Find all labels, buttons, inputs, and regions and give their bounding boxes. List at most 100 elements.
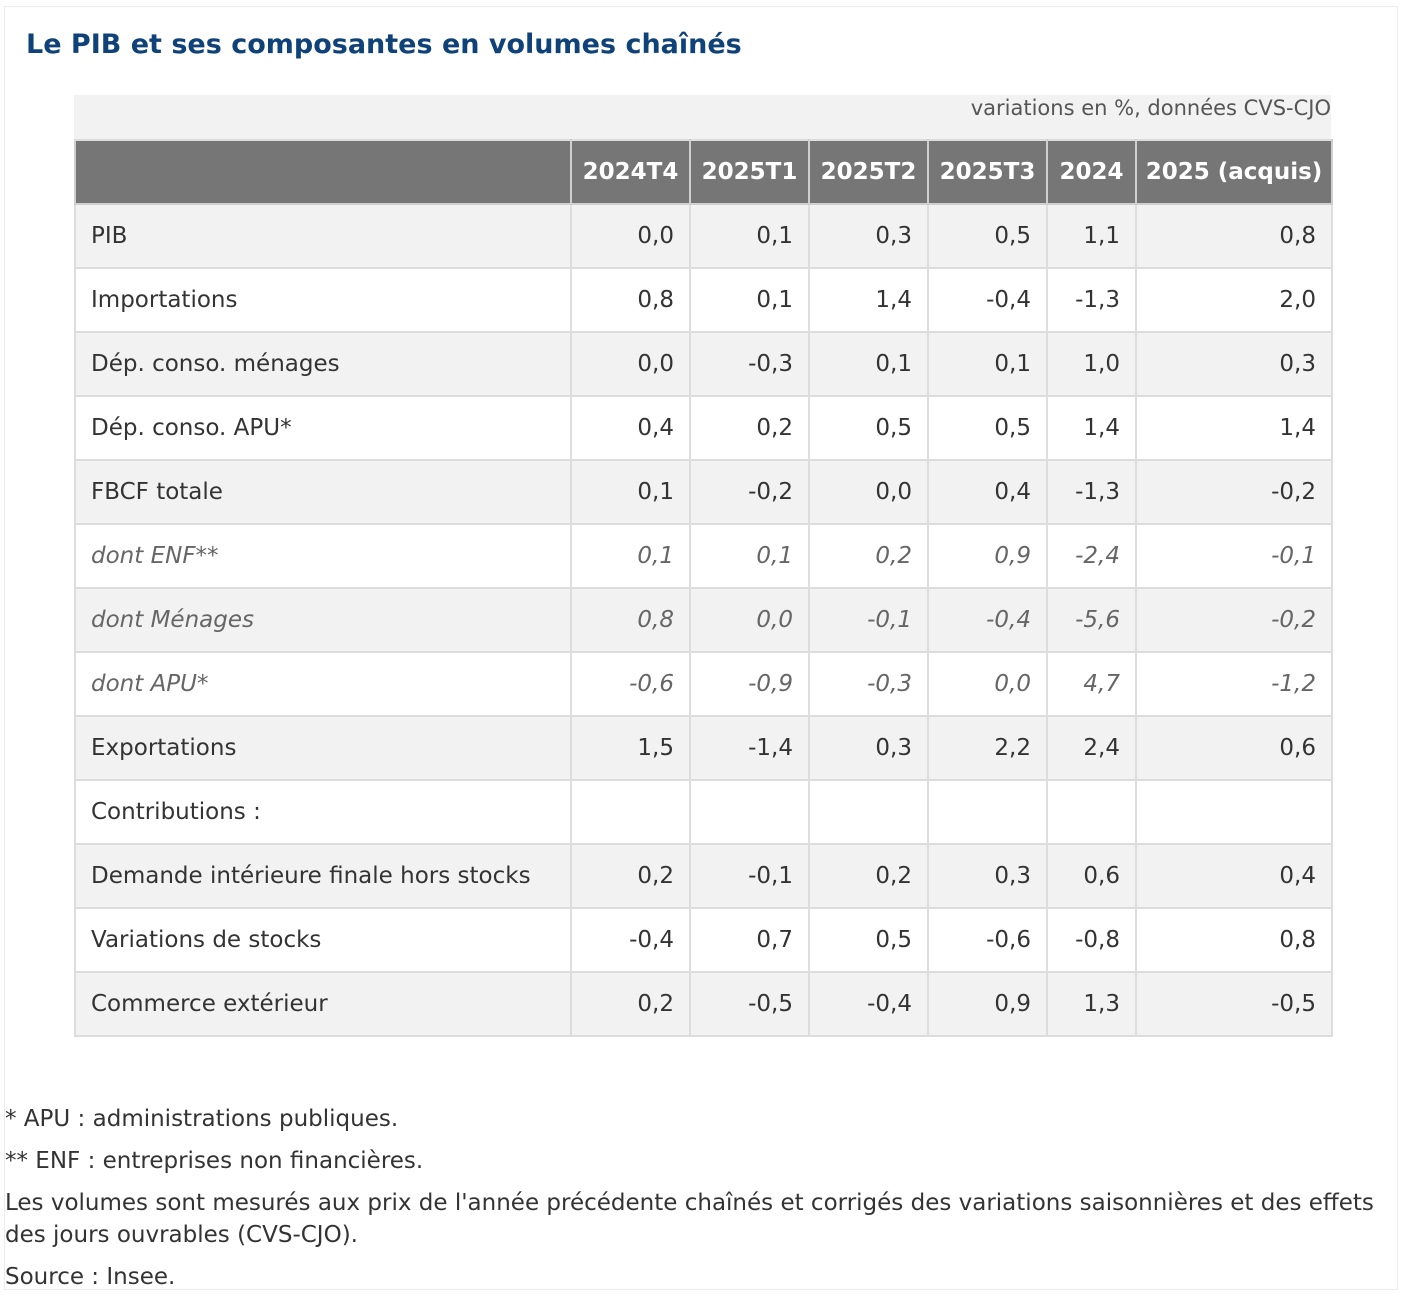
page: Le PIB et ses composantes en volumes cha… <box>4 6 1398 1290</box>
table-cell: -0,2 <box>689 459 810 525</box>
table-cell: 0,0 <box>570 331 691 397</box>
table-cell: 0,9 <box>927 523 1048 589</box>
table-cell: 0,5 <box>808 907 929 973</box>
table-cell: 0,5 <box>808 395 929 461</box>
table-cell: 0,1 <box>689 203 810 269</box>
table-cell: 0,8 <box>570 267 691 333</box>
table-cell: 0,5 <box>927 395 1048 461</box>
table-cell: 1,3 <box>1046 971 1137 1037</box>
table-cell: 0,2 <box>570 971 691 1037</box>
table-cell: 2,2 <box>927 715 1048 781</box>
table-cell: -0,4 <box>927 587 1048 653</box>
table-cell: -1,3 <box>1046 267 1137 333</box>
table-cell: 0,2 <box>689 395 810 461</box>
row-label: Dép. conso. ménages <box>74 331 572 397</box>
table-row: PIB 0,0 0,1 0,3 0,5 1,1 0,8 <box>74 203 1333 269</box>
table-cell: 1,5 <box>570 715 691 781</box>
column-header-2025t2: 2025T2 <box>808 139 929 205</box>
table-row: Contributions : <box>74 779 1333 845</box>
row-label: dont APU* <box>74 651 572 717</box>
table-cell: 0,1 <box>689 523 810 589</box>
table-row: FBCF totale 0,1 -0,2 0,0 0,4 -1,3 -0,2 <box>74 459 1333 525</box>
row-label: dont ENF** <box>74 523 572 589</box>
footnote-apu: * APU : administrations publiques. <box>5 1106 399 1132</box>
table-cell: -0,6 <box>927 907 1048 973</box>
table-cell: 1,1 <box>1046 203 1137 269</box>
row-label: PIB <box>74 203 572 269</box>
table-cell: 2,0 <box>1135 267 1333 333</box>
table-cell: 0,4 <box>927 459 1048 525</box>
row-label: Exportations <box>74 715 572 781</box>
table-cell: 1,4 <box>808 267 929 333</box>
table-cell: 2,4 <box>1046 715 1137 781</box>
table-cell: -5,6 <box>1046 587 1137 653</box>
table-cell: 0,1 <box>808 331 929 397</box>
table-row: Importations 0,8 0,1 1,4 -0,4 -1,3 2,0 <box>74 267 1333 333</box>
table-cell: 0,1 <box>570 523 691 589</box>
footnote-enf: ** ENF : entreprises non financières. <box>5 1148 424 1174</box>
table-row: Exportations 1,5 -1,4 0,3 2,2 2,4 0,6 <box>74 715 1333 781</box>
table-cell: 0,0 <box>570 203 691 269</box>
table-cell: 1,0 <box>1046 331 1137 397</box>
table-cell: -0,3 <box>808 651 929 717</box>
row-label: Dép. conso. APU* <box>74 395 572 461</box>
table-cell: -0,6 <box>570 651 691 717</box>
table-row: Dép. conso. ménages 0,0 -0,3 0,1 0,1 1,0 0,3 <box>74 331 1333 397</box>
footnote-source: Source : Insee. <box>5 1264 176 1290</box>
row-label: dont Ménages <box>74 587 572 653</box>
row-label: FBCF totale <box>74 459 572 525</box>
table-cell <box>689 779 810 845</box>
table-cell: 0,8 <box>1135 203 1333 269</box>
footnote-method: Les volumes sont mesurés aux prix de l'a… <box>5 1190 1374 1248</box>
table-cell: -0,5 <box>689 971 810 1037</box>
table-cell: 0,0 <box>927 651 1048 717</box>
table-cell: 0,9 <box>927 971 1048 1037</box>
table-cell <box>1046 779 1137 845</box>
table-cell: 0,1 <box>927 331 1048 397</box>
column-header-2025t1: 2025T1 <box>689 139 810 205</box>
table-cell: -0,2 <box>1135 587 1333 653</box>
table-cell: -0,4 <box>570 907 691 973</box>
table-row: dont APU* -0,6 -0,9 -0,3 0,0 4,7 -1,2 <box>74 651 1333 717</box>
table-cell: 0,0 <box>689 587 810 653</box>
table-cell: 0,2 <box>808 843 929 909</box>
row-label: Variations de stocks <box>74 907 572 973</box>
table-cell: -2,4 <box>1046 523 1137 589</box>
table-cell: 0,6 <box>1135 715 1333 781</box>
table-cell: 0,1 <box>689 267 810 333</box>
table-cell <box>808 779 929 845</box>
table-cell: 0,3 <box>808 203 929 269</box>
table-row: Variations de stocks -0,4 0,7 0,5 -0,6 -0,8 0,… <box>74 907 1333 973</box>
table-row: dont Ménages 0,8 0,0 -0,1 -0,4 -5,6 -0,2 <box>74 587 1333 653</box>
page-title: Le PIB et ses composantes en volumes cha… <box>26 29 742 60</box>
row-label: Importations <box>74 267 572 333</box>
table-cell: 0,3 <box>808 715 929 781</box>
table-cell: 0,6 <box>1046 843 1137 909</box>
table-cell: 0,8 <box>570 587 691 653</box>
table-cell: -0,1 <box>689 843 810 909</box>
row-label: Commerce extérieur <box>74 971 572 1037</box>
column-header-2025-acquis: 2025 (acquis) <box>1135 139 1333 205</box>
table-caption: variations en %, données CVS-CJO <box>74 95 1331 139</box>
footnotes: * APU : administrations publiques. ** EN… <box>5 1103 1395 1303</box>
table-cell <box>1135 779 1333 845</box>
table-cell: -0,2 <box>1135 459 1333 525</box>
table-cell: 0,2 <box>808 523 929 589</box>
table-row: Dép. conso. APU* 0,4 0,2 0,5 0,5 1,4 1,4 <box>74 395 1333 461</box>
table-cell: 0,2 <box>570 843 691 909</box>
table-cell: -1,2 <box>1135 651 1333 717</box>
table-cell: 0,4 <box>1135 843 1333 909</box>
table-cell: -0,1 <box>808 587 929 653</box>
table-cell: 0,8 <box>1135 907 1333 973</box>
table-cell: -1,3 <box>1046 459 1137 525</box>
table-cell: 0,0 <box>808 459 929 525</box>
table-cell <box>927 779 1048 845</box>
table-cell: 0,7 <box>689 907 810 973</box>
column-header-2024: 2024 <box>1046 139 1137 205</box>
table-cell: -1,4 <box>689 715 810 781</box>
table-cell: -0,9 <box>689 651 810 717</box>
column-header-label <box>74 139 572 205</box>
table-cell: -0,4 <box>808 971 929 1037</box>
table-cell: 0,4 <box>570 395 691 461</box>
table-row: dont ENF** 0,1 0,1 0,2 0,9 -2,4 -0,1 <box>74 523 1333 589</box>
